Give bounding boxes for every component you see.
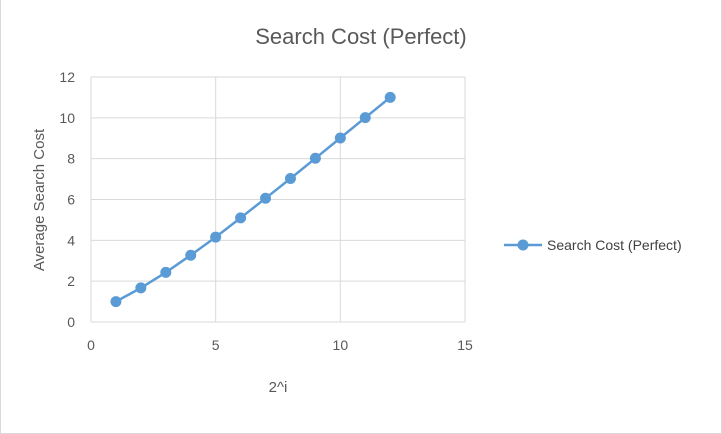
data-point [334, 132, 346, 144]
data-point [110, 296, 122, 308]
y-tick-label: 8 [67, 151, 75, 167]
x-tick-label: 15 [457, 337, 473, 353]
legend-entry: Search Cost (Perfect) [547, 237, 682, 253]
x-tick-label: 5 [212, 337, 220, 353]
data-point [185, 249, 197, 261]
data-point [384, 91, 396, 103]
chart-title: Search Cost (Perfect) [255, 24, 467, 49]
y-axis-label: Average Search Cost [31, 128, 48, 271]
data-point [235, 212, 247, 224]
sheet-cell-border [0, 0, 1, 434]
y-tick-label: 10 [59, 110, 75, 126]
data-point [260, 192, 272, 204]
x-tick-label: 0 [87, 337, 95, 353]
legend: Search Cost (Perfect) [504, 237, 682, 253]
data-point [135, 282, 147, 294]
data-point [284, 172, 296, 184]
data-point [210, 231, 222, 243]
y-tick-label: 2 [67, 273, 75, 289]
data-point [359, 112, 371, 124]
x-axis-label: 2^i [269, 379, 288, 396]
y-axis-ticks: 0 2 4 6 8 10 12 [59, 69, 75, 330]
x-axis-ticks: 0 5 10 15 [87, 337, 473, 353]
data-point [160, 266, 172, 278]
y-tick-label: 0 [67, 314, 75, 330]
y-tick-label: 6 [67, 192, 75, 208]
x-tick-label: 10 [333, 337, 349, 353]
y-tick-label: 12 [59, 69, 75, 85]
legend-point-marker [517, 239, 529, 251]
data-series [110, 91, 396, 308]
data-point [309, 152, 321, 164]
y-tick-label: 4 [67, 232, 75, 248]
